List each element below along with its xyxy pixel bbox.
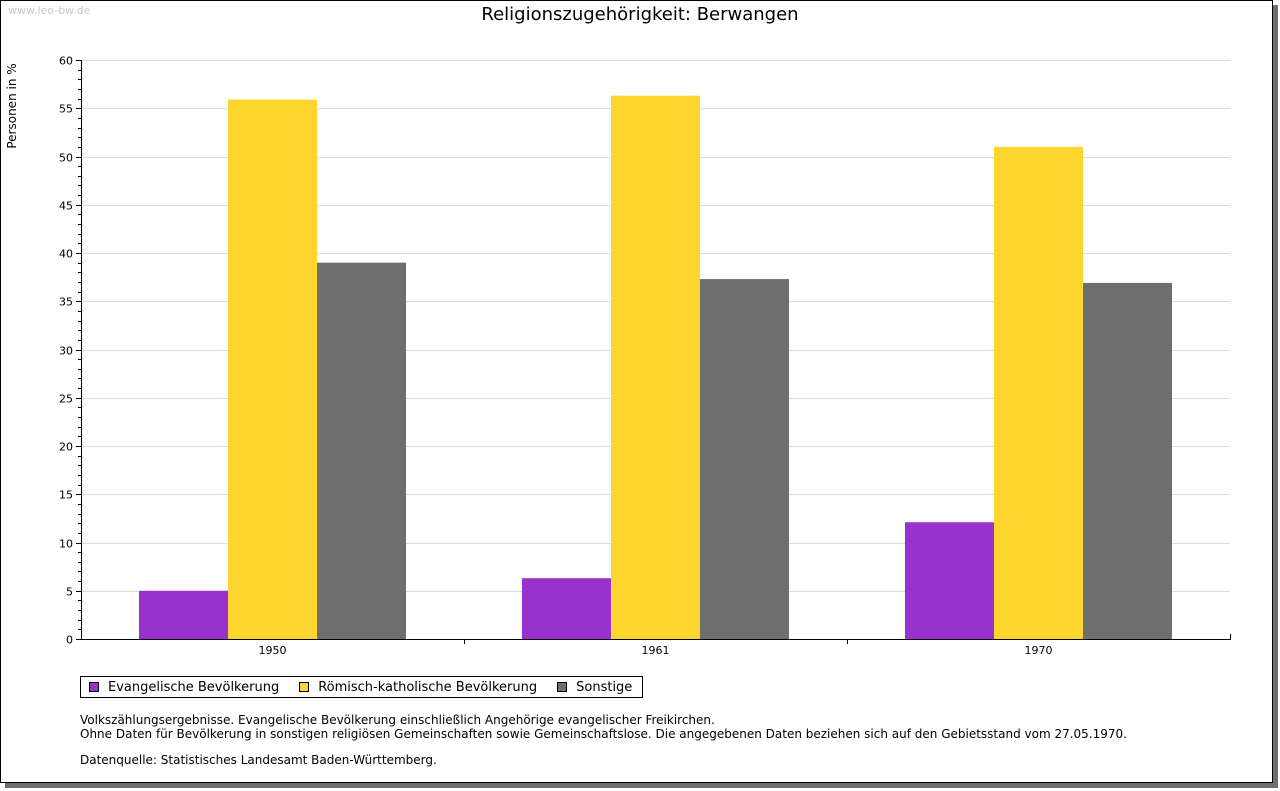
legend-label-evangelisch: Evangelische Bevölkerung [108,679,280,695]
legend-label-sonstige: Sonstige [576,679,633,695]
note-line-1: Volkszählungsergebnisse. Evangelische Be… [80,713,715,727]
chart-notes: Volkszählungsergebnisse. Evangelische Be… [80,713,1127,767]
bar-sonstige-1950 [317,262,406,639]
y-tick-label: 30 [59,345,73,358]
watermark: www.leo-bw.de [8,4,91,17]
data-source: Datenquelle: Statistisches Landesamt Bad… [80,753,437,767]
note-line-2: Ohne Daten für Bevölkerung in sonstigen … [80,727,1127,741]
legend-swatch-katholisch [299,682,310,692]
legend-item-evangelisch[interactable]: Evangelische Bevölkerung [89,680,279,695]
y-tick-label: 20 [59,441,73,454]
bar-katholisch-1970 [994,146,1083,639]
x-tick-label: 1961 [642,644,670,657]
legend-swatch-sonstige [557,682,568,692]
bar-evangelisch-1970 [905,522,994,639]
legend-label-katholisch: Römisch-katholische Bevölkerung [318,679,538,695]
x-tick-label: 1950 [259,644,287,657]
bar-evangelisch-1961 [522,578,611,639]
y-tick-label: 15 [59,489,73,502]
y-tick-label: 55 [59,103,73,116]
legend-swatch-evangelisch [89,682,99,692]
chart-title: Religionszugehörigkeit: Berwangen [481,4,799,25]
y-tick-label: 45 [59,200,73,213]
x-tick-label: 1970 [1025,644,1053,657]
axes: 0 5 10 15 20 25 30 35 40 45 50 55 60 1950 1961 1970 [59,55,1231,657]
bar-sonstige-1970 [1083,282,1172,639]
y-tick-label: 35 [59,296,73,309]
bar-evangelisch-1950 [139,590,228,639]
y-tick-label: 50 [59,152,73,165]
legend: Evangelische Bevölkerung Römisch-katholi… [80,676,644,698]
y-tick-label: 40 [59,248,73,261]
bars [139,95,1172,639]
bar-katholisch-1950 [228,99,317,639]
y-tick-label: 10 [59,538,73,551]
legend-item-katholisch[interactable]: Römisch-katholische Bevölkerung [299,680,537,695]
bar-sonstige-1961 [700,279,789,639]
y-tick-label: 0 [66,634,73,647]
y-tick-label: 25 [59,393,73,406]
y-axis-label: Personen in % [5,63,19,148]
bar-katholisch-1961 [611,95,700,639]
y-tick-label: 5 [66,586,73,599]
legend-item-sonstige[interactable]: Sonstige [557,680,632,695]
y-tick-label: 60 [59,55,73,68]
